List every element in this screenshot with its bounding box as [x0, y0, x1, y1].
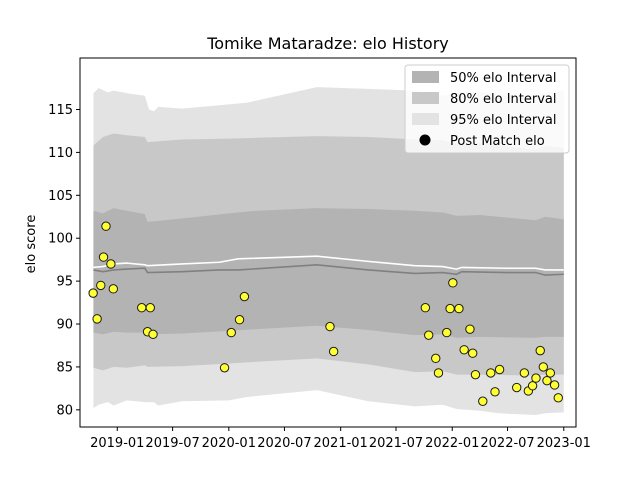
post-match-point [219, 363, 230, 373]
post-match-point [545, 368, 556, 378]
y-tick-label: 115 [48, 103, 73, 118]
legend-entry: 95% elo Interval [450, 113, 557, 128]
post-match-point [424, 330, 434, 340]
post-match-point [96, 280, 106, 291]
post-match-point [431, 353, 441, 364]
post-match-point [433, 368, 444, 378]
post-match-point [465, 324, 475, 334]
post-match-point [486, 368, 496, 378]
post-match-point [239, 291, 250, 302]
post-match-point [468, 348, 478, 358]
y-tick-label: 100 [48, 232, 73, 247]
x-tick-label: 2021-01 [314, 436, 368, 451]
x-tick-label: 2019-01 [90, 436, 144, 451]
post-match-point [478, 396, 488, 406]
post-match-point [519, 368, 530, 378]
post-match-point [420, 303, 431, 313]
post-match-point [542, 375, 552, 386]
y-axis-label: elo score [24, 215, 39, 274]
y-tick-label: 105 [48, 189, 73, 204]
legend-entry: Post Match elo [450, 134, 545, 149]
y-tick-label: 95 [56, 275, 73, 290]
chart-title: Tomike Mataradze: elo History [206, 34, 449, 53]
post-match-point [145, 303, 155, 313]
post-match-point [538, 362, 548, 372]
y-tick-label: 110 [48, 146, 73, 161]
post-match-point [325, 321, 335, 332]
post-match-point [234, 315, 245, 325]
plot-area [88, 87, 564, 415]
x-tick-label: 2020-07 [257, 436, 311, 451]
legend: 50% elo Interval 80% elo Interval 95% elo … [404, 64, 570, 154]
x-tick-label: 2022-07 [480, 436, 534, 451]
legend-marker [419, 134, 431, 146]
legend-swatch [412, 92, 439, 104]
post-match-point [226, 327, 236, 338]
post-match-point [531, 373, 541, 383]
band-50 [93, 208, 564, 338]
mean-line [93, 264, 564, 276]
post-match-point [101, 221, 111, 231]
post-match-point [148, 329, 158, 340]
axes: 2019-01 2019-07 2020-01 2020-07 2021-01 2021-… [48, 57, 591, 451]
upper-line [93, 255, 564, 271]
legend-entry: 80% elo Interval [450, 92, 557, 107]
y-tick-label: 80 [56, 403, 73, 418]
x-tick-label: 2023-01 [537, 436, 591, 451]
x-tick-label: 2020-01 [202, 436, 256, 451]
legend-swatch [412, 71, 439, 83]
post-match-point [442, 327, 452, 338]
x-tick-label: 2021-07 [369, 436, 423, 451]
legend-entry: 50% elo Interval [450, 71, 557, 86]
post-match-point [108, 284, 119, 294]
post-match-point [445, 303, 455, 314]
y-tick-label: 85 [56, 360, 73, 375]
plot-content [88, 87, 564, 415]
legend-swatch [412, 113, 439, 125]
post-match-point [527, 381, 538, 391]
post-match-point [459, 345, 469, 355]
post-match-point [88, 288, 98, 298]
axes-frame [79, 57, 577, 428]
post-match-point [454, 303, 464, 314]
post-match-point [92, 314, 102, 324]
x-tick-label: 2022-01 [425, 436, 479, 451]
post-match-point [490, 387, 500, 397]
post-match-point [494, 364, 505, 375]
post-match-point [448, 278, 458, 288]
post-match-point [328, 346, 339, 357]
post-match-point [553, 393, 563, 403]
post-match-point [98, 252, 109, 262]
y-tick-label: 90 [56, 318, 73, 333]
post-match-point [512, 382, 522, 393]
post-match-point [106, 259, 116, 269]
legend-box [404, 64, 570, 154]
post-match-point [549, 380, 560, 390]
post-match-point [535, 345, 545, 356]
x-tick-label: 2019-07 [145, 436, 199, 451]
post-match-point [470, 369, 481, 380]
post-match-point [137, 303, 147, 313]
